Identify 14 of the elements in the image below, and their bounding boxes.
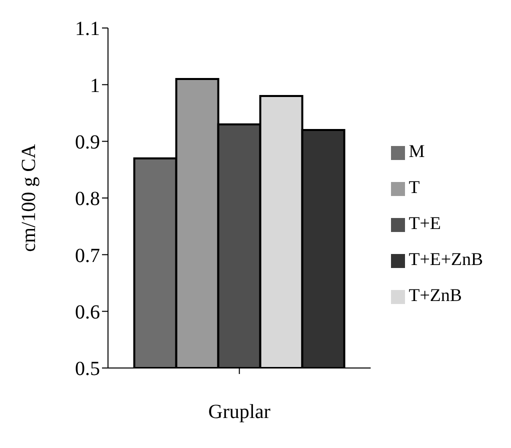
y-tick-label: 0.9: [75, 131, 100, 154]
y-tick-label: 1: [90, 74, 100, 97]
legend-label: T+E+ZnB: [408, 249, 483, 269]
legend-label: T: [408, 177, 420, 197]
legend-label: T+ZnB: [408, 285, 462, 305]
legend-label: M: [408, 141, 425, 161]
legend-label: T+E: [408, 213, 441, 233]
y-tick-label: 0.7: [75, 244, 100, 267]
y-tick-label: 0.5: [75, 358, 100, 380]
y-tick-label: 0.6: [75, 301, 100, 324]
y-tick-label: 0.8: [75, 188, 100, 210]
y-axis-title: cm/100 g CA: [18, 144, 40, 252]
x-axis-title: Gruplar: [208, 401, 271, 423]
y-tick-label: 1.1: [75, 18, 100, 40]
